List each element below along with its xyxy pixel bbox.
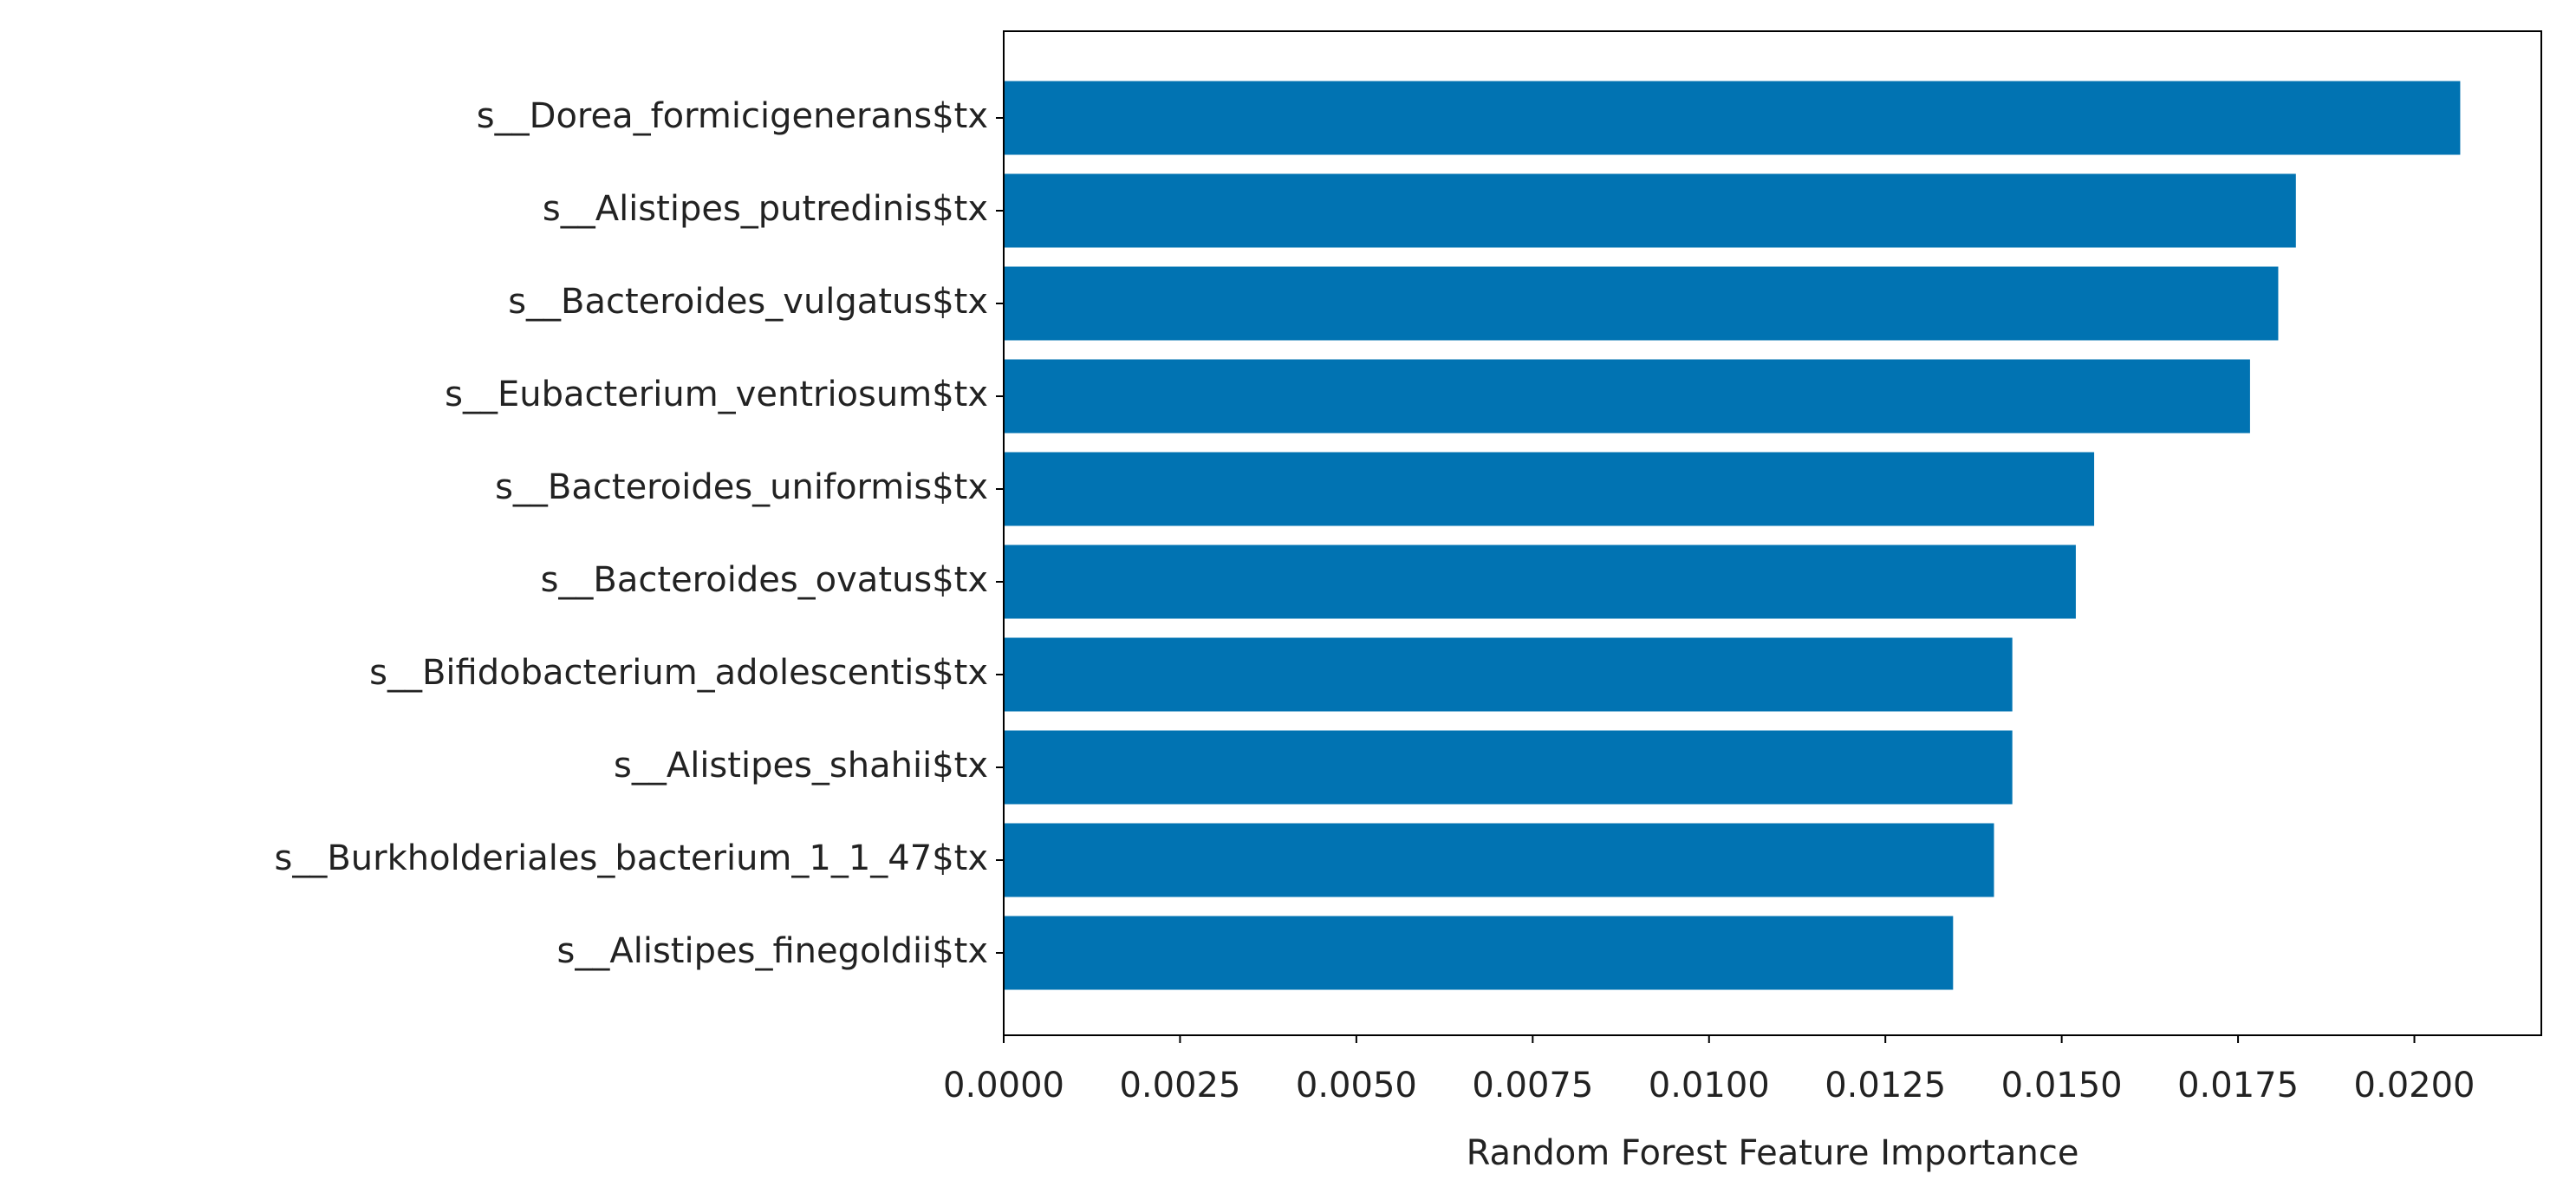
x-axis-label: Random Forest Feature Importance	[1467, 1133, 2079, 1173]
x-tick-label: 0.0075	[1472, 1066, 1593, 1105]
y-tick-label: s__Alistipes_finegoldii$tx	[557, 931, 988, 971]
bar	[1004, 730, 2013, 805]
y-tick-label: s__Eubacterium_ventriosum$tx	[445, 375, 988, 414]
x-tick-label: 0.0025	[1119, 1066, 1240, 1105]
x-tick-label: 0.0000	[943, 1066, 1064, 1105]
bar	[1004, 452, 2095, 526]
x-tick-label: 0.0100	[1649, 1066, 1770, 1105]
bar	[1004, 823, 1994, 897]
x-tick-label: 0.0125	[1825, 1066, 1946, 1105]
bar	[1004, 545, 2076, 619]
bar	[1004, 266, 2279, 341]
plot-frame	[1003, 30, 2542, 1036]
bar	[1004, 916, 1954, 990]
x-tick-label: 0.0200	[2354, 1066, 2475, 1105]
x-tick-label: 0.0050	[1296, 1066, 1417, 1105]
y-tick-label: s__Burkholderiales_bacterium_1_1_47$tx	[275, 838, 988, 878]
bar	[1004, 359, 2250, 434]
bar	[1004, 81, 2461, 155]
y-tick-label: s__Alistipes_putredinis$tx	[543, 189, 988, 229]
y-tick-label: s__Bacteroides_ovatus$tx	[541, 560, 988, 600]
y-tick-label: s__Bacteroides_uniformis$tx	[495, 467, 988, 507]
y-tick-label: s__Bifidobacterium_adolescentis$tx	[369, 653, 988, 693]
x-tick-label: 0.0150	[2001, 1066, 2123, 1105]
y-tick-label: s__Dorea_formicigenerans$tx	[477, 96, 988, 136]
y-tick-label: s__Bacteroides_vulgatus$tx	[508, 282, 988, 322]
x-tick-label: 0.0175	[2177, 1066, 2299, 1105]
bar	[1004, 173, 2296, 248]
y-tick-label: s__Alistipes_shahii$tx	[614, 746, 988, 786]
bar	[1004, 637, 2013, 712]
